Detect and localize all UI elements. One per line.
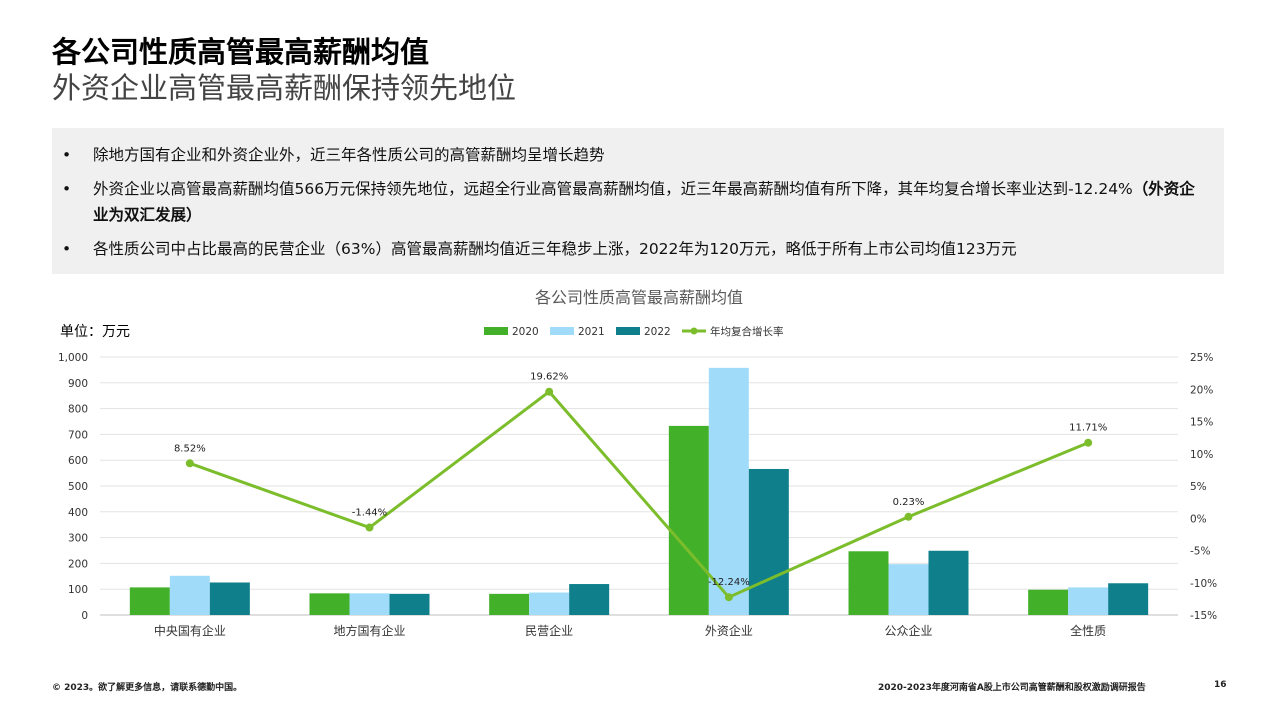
y-tick-label: 900 [68,378,88,390]
footer-report-title: 2020-2023年度河南省A股上市公司高管薪酬和股权激励调研报告 [878,683,1146,693]
y-tick-label: 600 [68,455,88,467]
x-tick-label: 民营企业 [525,623,573,638]
summary-box: 除地方国有企业和外资企业外，近三年各性质公司的高管薪酬均呈增长趋势 外资企业以高… [52,128,1224,274]
legend-swatch [616,327,640,335]
y2-tick-label: -15% [1190,610,1217,622]
y2-tick-label: 5% [1190,481,1207,493]
bar [888,564,929,615]
growth-point [724,593,733,602]
growth-data-label: 8.52% [174,443,206,454]
bar [129,587,170,615]
legend-swatch [550,327,574,335]
x-tick-label: 公众企业 [884,623,932,638]
bar [169,575,210,615]
legend-marker [690,327,698,335]
bar [748,468,789,615]
bar [389,593,430,615]
summary-bullet-emphasis: （外资企业为双汇发展） [93,180,1195,224]
x-tick-label: 全性质 [1070,623,1106,638]
summary-bullet: 各性质公司中占比最高的民营企业（63%）高管最高薪酬均值近三年稳步上涨，2022… [62,236,1204,262]
summary-bullet: 外资企业以高管最高薪酬均值566万元保持领先地位，远超全行业高管最高薪酬均值，近… [62,176,1204,228]
y2-tick-label: -10% [1190,578,1217,590]
bar [349,593,390,615]
x-tick-label: 外资企业 [705,623,753,638]
bar [529,592,570,615]
y2-tick-label: 25% [1190,352,1213,364]
summary-bullet-text: 除地方国有企业和外资企业外，近三年各性质公司的高管薪酬均呈增长趋势 [93,146,605,164]
growth-point [904,512,913,521]
chart-title: 各公司性质高管最高薪酬均值 [535,288,743,307]
y-tick-label: 700 [68,429,88,441]
bar [848,551,889,615]
x-tick-label: 地方国有企业 [333,623,405,638]
y-tick-label: 0 [81,610,88,622]
bar [1108,583,1149,615]
growth-point [365,523,374,532]
y2-tick-label: 20% [1190,384,1213,396]
growth-point [185,459,194,468]
bar [928,550,969,615]
growth-data-label: 0.23% [893,497,925,508]
legend-label: 2022 [644,326,671,338]
legend-swatch [484,327,508,335]
bar [1068,587,1109,615]
y-tick-label: 800 [68,404,88,416]
x-tick-label: 中央国有企业 [154,623,226,638]
legend-label: 2020 [512,326,539,338]
growth-data-label: 19.62% [530,372,568,383]
y-tick-label: 1,000 [58,352,88,364]
summary-bullet-text: 外资企业以高管最高薪酬均值566万元保持领先地位，远超全行业高管最高薪酬均值，近… [93,180,1133,198]
bar [309,593,350,615]
bar [668,425,709,615]
unit-label: 单位：万元 [60,324,130,340]
bar [489,593,530,615]
growth-line [189,389,1089,600]
growth-data-label: 11.71% [1069,423,1107,434]
footer-copyright: © 2023。欲了解更多信息，请联系德勤中国。 [52,683,243,693]
y-tick-label: 400 [68,507,88,519]
y2-tick-label: -5% [1190,546,1210,558]
y2-tick-label: 15% [1190,417,1213,429]
y-tick-label: 200 [68,558,88,570]
y2-tick-label: 10% [1190,449,1213,461]
growth-data-label: -1.44% [352,508,387,519]
bar [569,584,610,615]
page-subtitle: 外资企业高管最高薪酬保持领先地位 [52,71,517,105]
page-title: 各公司性质高管最高薪酬均值 [52,35,430,69]
y2-tick-label: 0% [1190,513,1207,525]
y-tick-label: 300 [68,533,88,545]
bar [1028,589,1069,615]
growth-point [545,387,554,396]
page-number: 16 [1214,680,1227,690]
y-tick-label: 500 [68,481,88,493]
growth-data-label: -12.24% [708,577,750,588]
legend-label: 2021 [578,326,605,338]
legend-label: 年均复合增长率 [710,325,784,338]
y-tick-label: 100 [68,584,88,596]
bar [708,367,749,615]
growth-point [1084,438,1093,447]
summary-bullet-text: 各性质公司中占比最高的民营企业（63%）高管最高薪酬均值近三年稳步上涨，2022… [93,240,1017,258]
bar [209,582,250,615]
summary-bullet: 除地方国有企业和外资企业外，近三年各性质公司的高管薪酬均呈增长趋势 [62,142,1204,168]
